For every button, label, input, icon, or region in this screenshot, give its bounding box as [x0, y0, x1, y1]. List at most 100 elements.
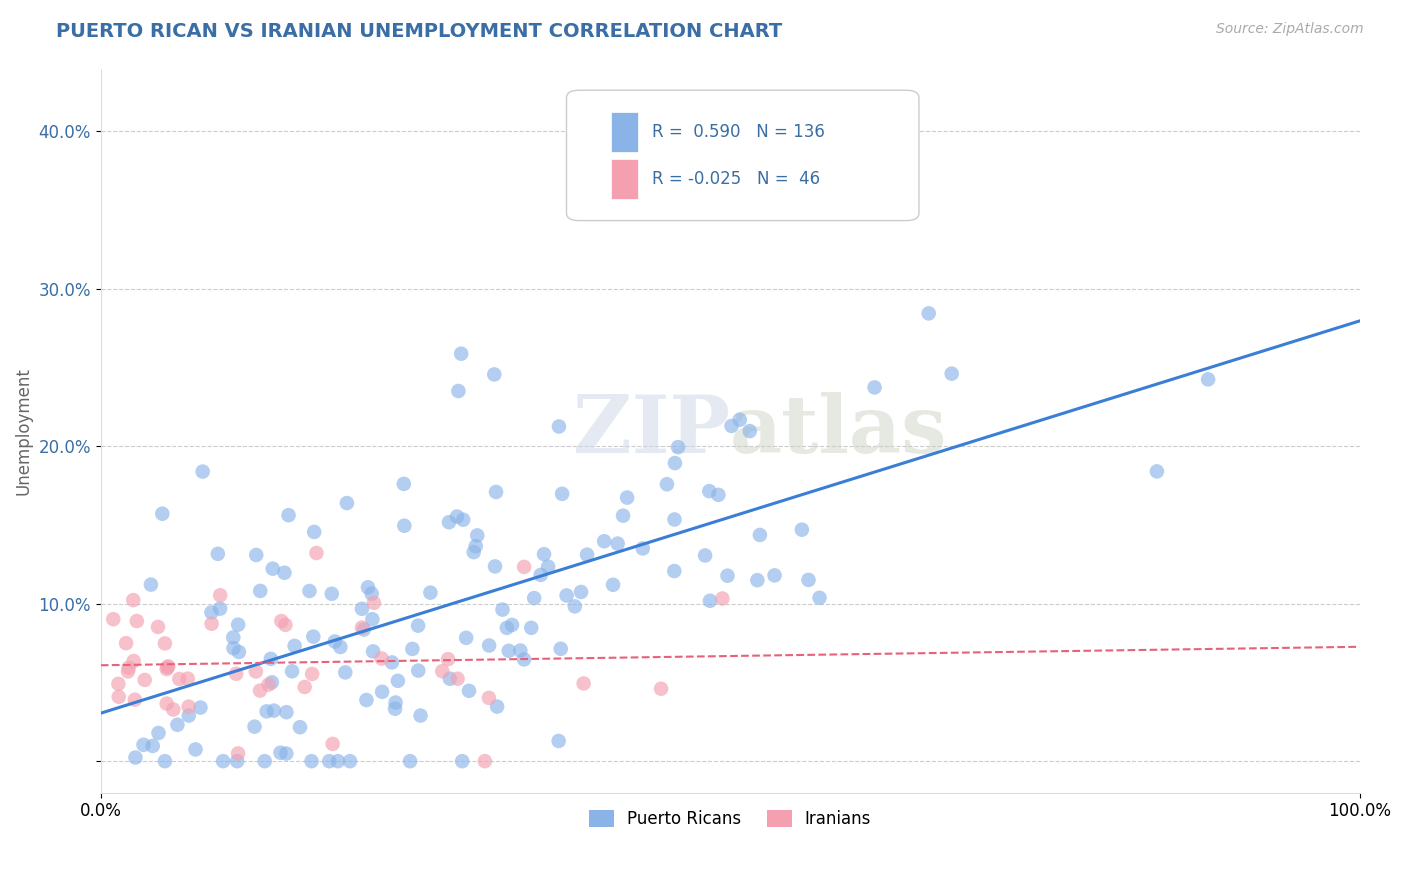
Point [156, 697, 179, 711]
Point [446, 672, 468, 686]
Point [103, 612, 125, 626]
Point [606, 536, 628, 550]
Point [918, 306, 941, 320]
Point [387, 673, 409, 688]
Point [281, 665, 304, 679]
Point [226, 747, 249, 761]
Point [256, 704, 278, 718]
Point [399, 754, 422, 768]
Point [124, 750, 146, 764]
Point [486, 699, 509, 714]
Point [148, 726, 170, 740]
Point [664, 564, 686, 578]
Point [321, 587, 343, 601]
Point [550, 641, 572, 656]
Point [249, 583, 271, 598]
Point [302, 630, 325, 644]
Point [720, 419, 742, 434]
Point [863, 380, 886, 394]
Point [458, 683, 481, 698]
Point [156, 660, 179, 674]
Point [797, 573, 820, 587]
Point [190, 700, 212, 714]
Point [115, 636, 138, 650]
Point [222, 631, 245, 645]
Point [249, 683, 271, 698]
Point [501, 618, 523, 632]
Point [495, 621, 517, 635]
Point [650, 681, 672, 696]
Point [322, 737, 344, 751]
Point [498, 644, 520, 658]
Point [350, 621, 373, 635]
Point [177, 672, 200, 686]
Point [274, 618, 297, 632]
Point [941, 367, 963, 381]
Point [245, 665, 267, 679]
Point [209, 588, 232, 602]
Text: PUERTO RICAN VS IRANIAN UNEMPLOYMENT CORRELATION CHART: PUERTO RICAN VS IRANIAN UNEMPLOYMENT COR… [56, 22, 783, 41]
Point [738, 424, 761, 438]
Text: Source: ZipAtlas.com: Source: ZipAtlas.com [1216, 22, 1364, 37]
Point [336, 496, 359, 510]
Point [384, 702, 406, 716]
Point [162, 702, 184, 716]
FancyBboxPatch shape [610, 112, 638, 152]
Point [276, 747, 298, 761]
Point [298, 584, 321, 599]
Point [530, 568, 553, 582]
Point [200, 606, 222, 620]
Point [132, 738, 155, 752]
Point [350, 602, 373, 616]
Point [142, 739, 165, 753]
Point [748, 528, 770, 542]
Point [763, 568, 786, 582]
Point [169, 672, 191, 686]
Point [707, 488, 730, 502]
Point [478, 690, 501, 705]
Point [555, 589, 578, 603]
Point [666, 440, 689, 454]
Point [465, 528, 488, 542]
Point [612, 508, 634, 523]
Point [301, 754, 323, 768]
Point [353, 623, 375, 637]
Point [602, 578, 624, 592]
Point [253, 754, 276, 768]
Point [146, 620, 169, 634]
Point [107, 690, 129, 704]
Point [450, 347, 472, 361]
Point [537, 559, 560, 574]
Point [263, 704, 285, 718]
Point [716, 568, 738, 582]
Point [371, 685, 394, 699]
Point [288, 720, 311, 734]
Point [699, 594, 721, 608]
Point [177, 699, 200, 714]
Point [363, 596, 385, 610]
Point [302, 524, 325, 539]
Point [284, 639, 307, 653]
Point [593, 534, 616, 549]
Point [747, 573, 769, 587]
Point [360, 587, 382, 601]
Point [439, 672, 461, 686]
Point [118, 661, 141, 675]
Text: R =  0.590   N = 136: R = 0.590 N = 136 [652, 123, 825, 141]
Point [361, 644, 384, 658]
Point [273, 566, 295, 580]
Point [361, 612, 384, 626]
Point [226, 617, 249, 632]
Point [156, 662, 179, 676]
Point [226, 754, 249, 768]
Point [262, 562, 284, 576]
Point [107, 677, 129, 691]
Point [790, 523, 813, 537]
Point [294, 680, 316, 694]
Point [225, 666, 247, 681]
Point [184, 742, 207, 756]
Point [451, 513, 474, 527]
Point [277, 508, 299, 523]
Point [122, 654, 145, 668]
Point [134, 673, 156, 687]
